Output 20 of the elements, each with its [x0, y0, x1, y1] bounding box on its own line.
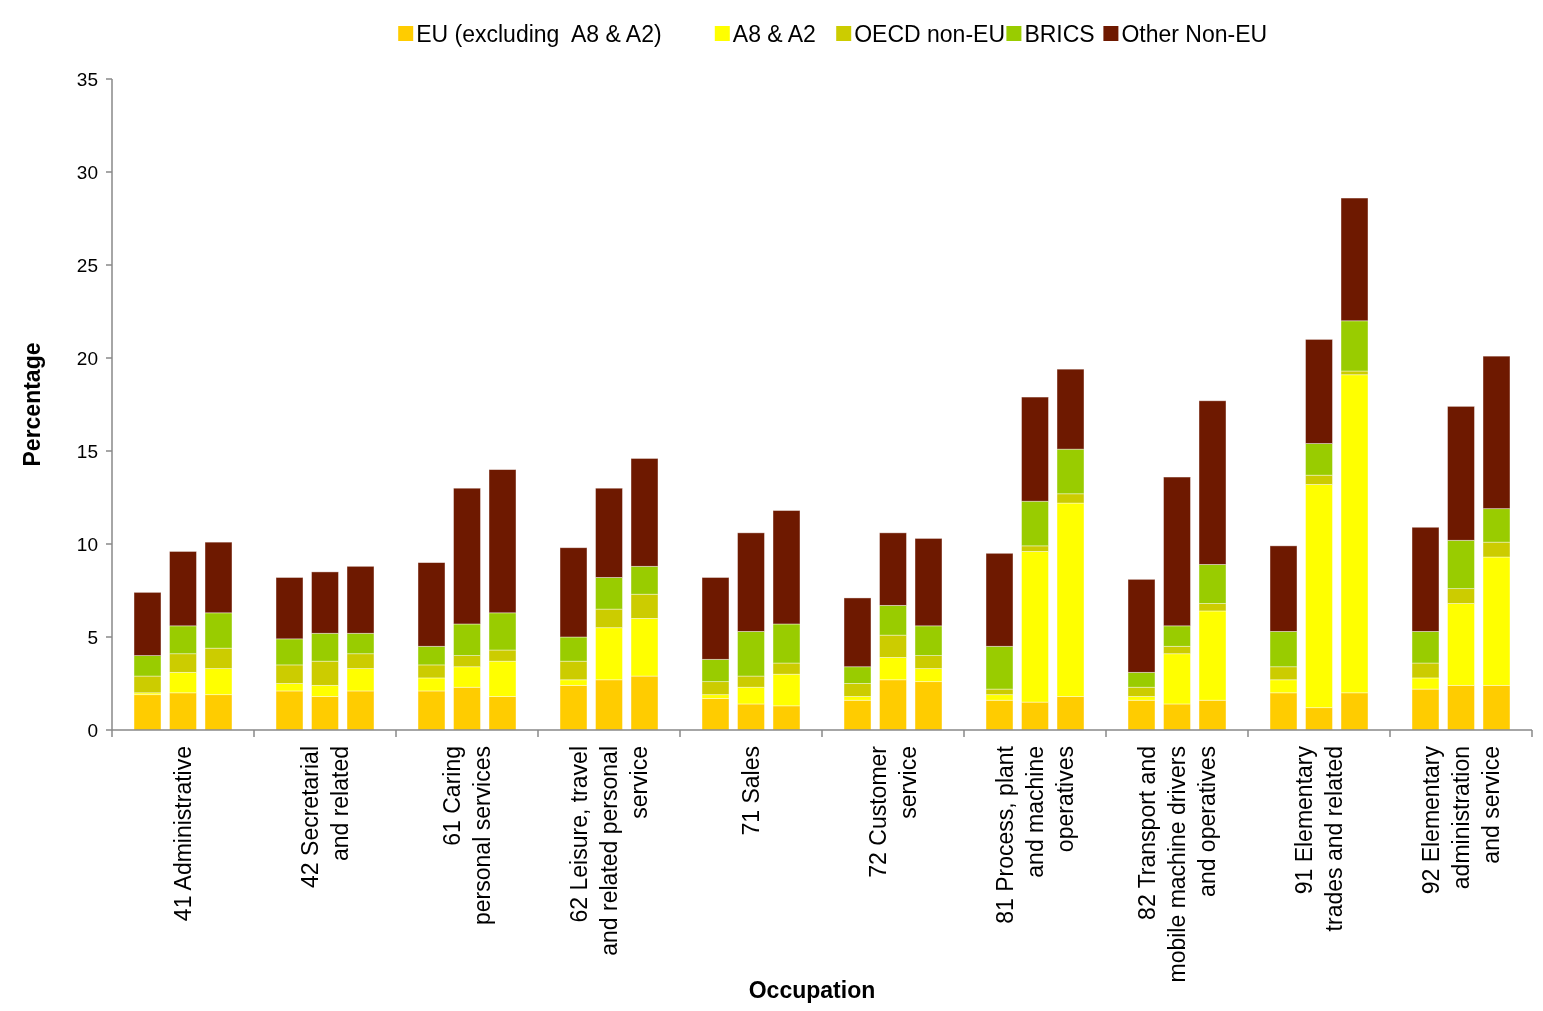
legend-label: BRICS	[1024, 21, 1095, 48]
x-tick-label: 62 Leisure, travel and related personal service	[566, 746, 652, 956]
y-tick-label: 25	[76, 254, 98, 276]
y-tick-label: 10	[76, 533, 98, 555]
x-tick-label: 41 Administrative	[170, 746, 196, 922]
x-axis-title: Occupation	[748, 977, 876, 1003]
y-tick-label: 0	[87, 719, 98, 741]
legend-label: A8 & A2	[732, 21, 816, 48]
y-tick-label: 30	[76, 161, 98, 183]
x-tick-label: 72 Customer service	[865, 745, 921, 878]
y-tick-label: 35	[76, 68, 98, 90]
legend-label: OECD non-EU	[854, 21, 1006, 48]
x-tick-label: 42 Secretarial and related	[297, 746, 353, 888]
legend-label: EU (excluding A8 & A2)	[416, 21, 662, 48]
y-tick-label: 5	[87, 626, 98, 648]
x-tick-label: 71 Sales	[738, 746, 764, 836]
legend-label: Other Non-EU	[1121, 21, 1268, 48]
y-axis-title: Percentage	[19, 342, 45, 467]
y-tick-label: 15	[76, 440, 98, 462]
y-tick-label: 20	[76, 347, 98, 369]
